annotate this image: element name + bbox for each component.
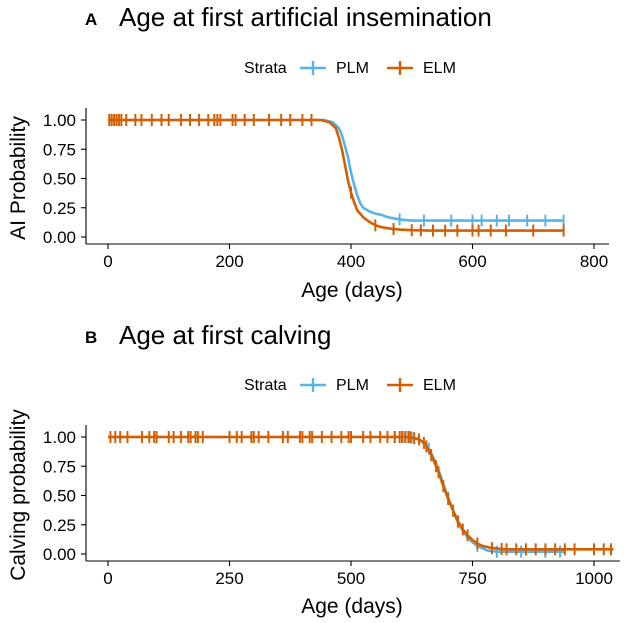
series-line-elm: [108, 435, 614, 551]
series-line-plm: [108, 118, 564, 222]
panel-a-x-ticks: 0 200 400 600 800: [103, 244, 608, 271]
panel-b-title: Age at first calving: [119, 320, 331, 350]
panel-b: B Age at first calving Strata PLM ELM 0.…: [7, 320, 620, 618]
x-tick-label: 750: [458, 569, 486, 588]
panel-b-x-ticks: 0 250 500 750 1000: [103, 561, 613, 588]
y-tick-label: 0.50: [43, 487, 76, 506]
x-tick-label: 0: [103, 569, 112, 588]
x-tick-label: 600: [458, 252, 486, 271]
panel-a-x-axis-title: Age (days): [301, 279, 403, 302]
panel-a: A Age at first artificial insemination S…: [7, 2, 609, 302]
x-tick-label: 200: [215, 252, 243, 271]
panel-a-y-ticks: 0.00 0.25 0.50 0.75 1.00: [43, 111, 86, 247]
y-tick-label: 0.75: [43, 457, 76, 476]
panel-b-letter: B: [85, 328, 97, 347]
x-tick-label: 1000: [575, 569, 613, 588]
panel-a-legend-label-plm: PLM: [336, 60, 369, 77]
panel-a-letter: A: [85, 10, 97, 29]
legend-key-elm-icon: [387, 378, 413, 392]
y-tick-label: 0.75: [43, 140, 76, 159]
y-tick-label: 0.25: [43, 199, 76, 218]
panel-b-y-ticks: 0.00 0.25 0.50 0.75 1.00: [43, 428, 86, 564]
y-tick-label: 0.00: [43, 228, 76, 247]
x-tick-label: 0: [103, 252, 112, 271]
y-tick-label: 0.50: [43, 170, 76, 189]
y-tick-label: 1.00: [43, 428, 76, 447]
panel-a-legend: Strata PLM ELM: [244, 60, 456, 77]
x-tick-label: 800: [580, 252, 608, 271]
panel-a-y-axis-title: AI Probability: [7, 116, 30, 240]
y-tick-label: 1.00: [43, 111, 76, 130]
panel-b-legend-label-elm: ELM: [423, 377, 456, 394]
y-tick-label: 0.00: [43, 545, 76, 564]
series-line-plm: [108, 435, 565, 553]
series-line-elm: [108, 118, 564, 232]
panel-b-legend-title: Strata: [244, 377, 287, 394]
legend-key-plm-icon: [300, 61, 326, 75]
x-tick-label: 250: [215, 569, 243, 588]
x-tick-label: 500: [337, 569, 365, 588]
panel-b-x-axis-title: Age (days): [301, 595, 403, 618]
panel-a-series: [108, 114, 565, 237]
panel-b-series: [108, 431, 614, 558]
legend-key-elm-icon: [387, 61, 413, 75]
panel-a-title: Age at first artificial insemination: [119, 2, 492, 32]
panel-b-y-axis-title: Calving probability: [7, 409, 30, 581]
panel-a-legend-title: Strata: [244, 60, 287, 77]
panel-b-legend-label-plm: PLM: [336, 377, 369, 394]
x-tick-label: 400: [337, 252, 365, 271]
y-tick-label: 0.25: [43, 516, 76, 535]
panel-b-legend: Strata PLM ELM: [244, 377, 456, 394]
legend-key-plm-icon: [300, 378, 326, 392]
panel-a-legend-label-elm: ELM: [423, 60, 456, 77]
